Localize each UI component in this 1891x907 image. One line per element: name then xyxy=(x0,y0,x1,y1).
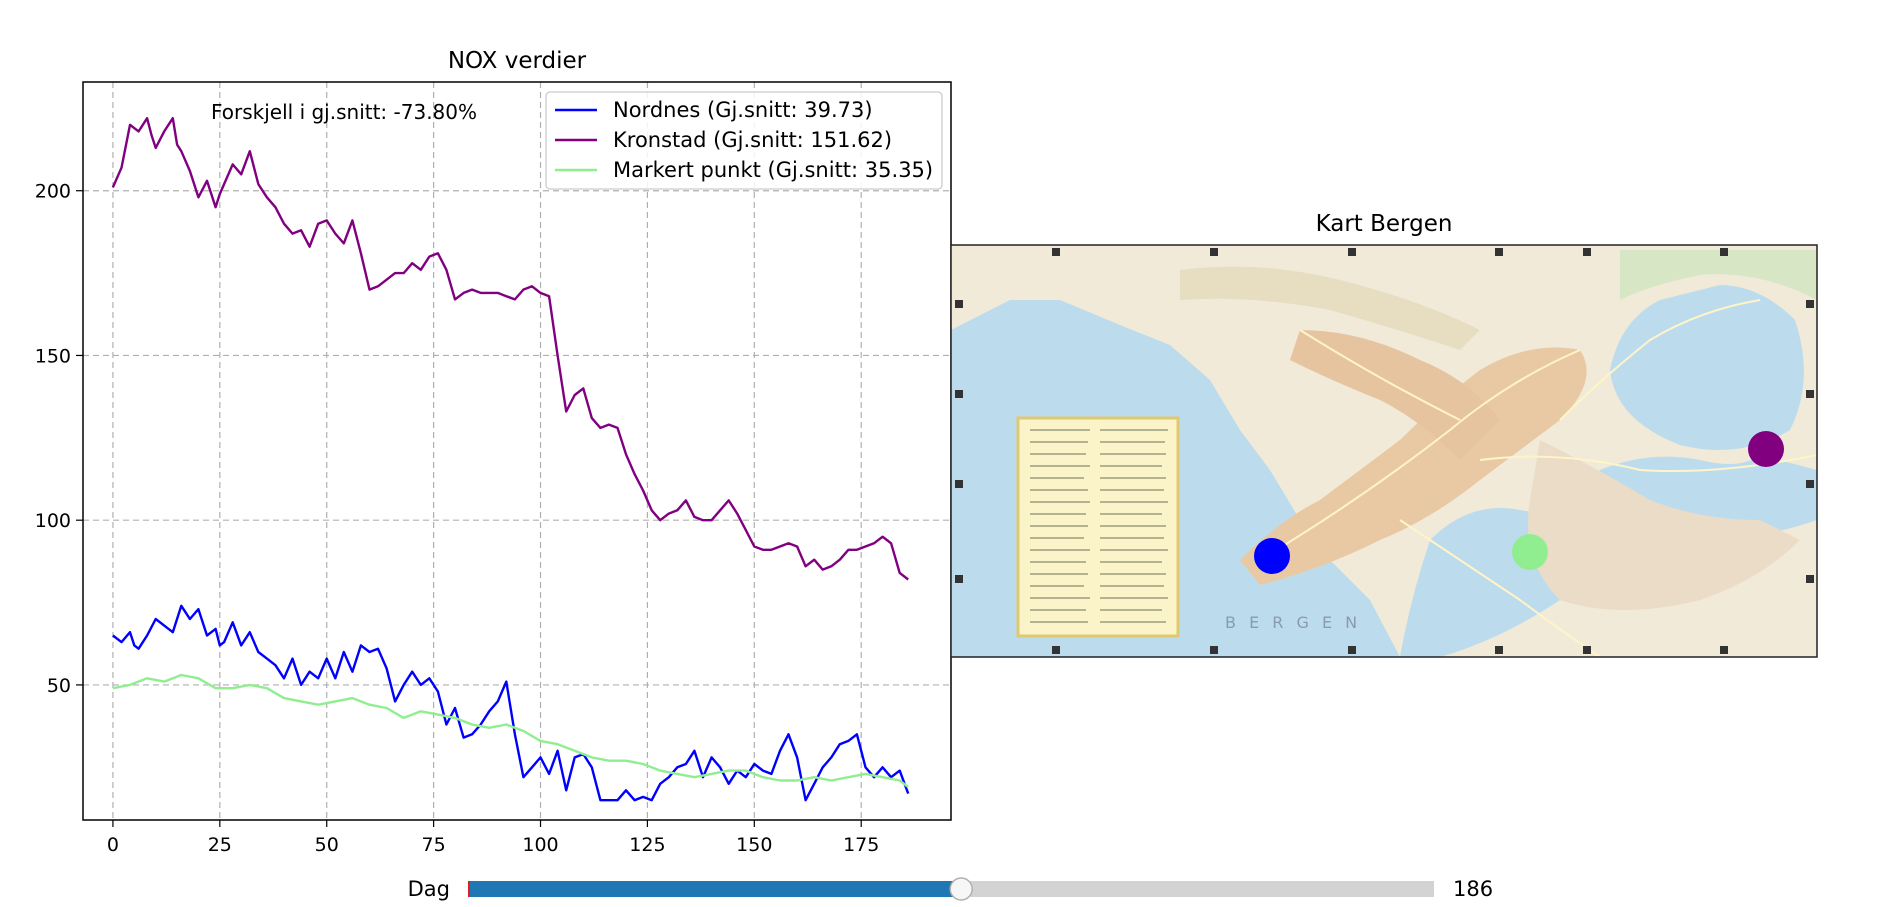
difference-annotation: Forskjell i gj.snitt: -73.80% xyxy=(211,100,477,124)
map-city-name: B E R G E N xyxy=(1225,613,1361,632)
legend-box xyxy=(545,91,943,190)
map-north-area xyxy=(1180,266,1480,350)
chart-grid xyxy=(83,82,951,820)
x-tick-label: 0 xyxy=(107,834,119,856)
map-title: Kart Bergen xyxy=(1316,211,1453,237)
map-inset-legend xyxy=(1016,416,1180,638)
legend-label-nordnes: Nordnes (Gj.snitt: 39.73) xyxy=(613,98,873,122)
y-tick-label: 150 xyxy=(35,345,71,367)
x-tick-label: 175 xyxy=(843,834,879,856)
map-marker-markert-punkt xyxy=(1512,534,1548,570)
map-lake xyxy=(1610,285,1804,450)
map-marker-kronstad xyxy=(1748,431,1784,467)
legend-label-markert-punkt: Markert punkt (Gj.snitt: 35.35) xyxy=(613,158,933,182)
y-tick-label: 200 xyxy=(35,181,71,203)
map-south-area xyxy=(1528,440,1800,610)
legend-label-kronstad: Kronstad (Gj.snitt: 151.62) xyxy=(613,128,892,152)
chart-title: NOX verdier xyxy=(448,48,587,74)
plot-frame xyxy=(82,81,952,821)
nox-line-chart: NOX verdier 0 25 50 75 100 125 150 175 50 100 150… xyxy=(35,48,952,856)
map-street xyxy=(1259,349,1581,561)
map-city-north xyxy=(1290,330,1500,460)
map-street xyxy=(1299,329,1461,421)
day-slider[interactable]: Dag 186 xyxy=(408,877,1493,901)
y-tick-label: 50 xyxy=(47,675,71,697)
slider-label: Dag xyxy=(408,877,450,901)
map-street xyxy=(1559,299,1761,421)
x-tick-label: 150 xyxy=(736,834,772,856)
x-tick-label: 50 xyxy=(315,834,339,856)
map-frame xyxy=(950,244,1818,658)
map-marker-nordnes xyxy=(1254,538,1290,574)
x-tick-label: 75 xyxy=(422,834,446,856)
map-inset-legend-lines xyxy=(1030,429,1168,623)
y-tick-label: 100 xyxy=(35,510,71,532)
x-axis-ticks: 0 25 50 75 100 125 150 175 xyxy=(107,820,879,856)
legend: Nordnes (Gj.snitt: 39.73) Kronstad (Gj.s… xyxy=(545,91,943,190)
map-panel: Kart Bergen xyxy=(950,211,1818,658)
markert-punkt-line xyxy=(112,673,909,789)
slider-value: 186 xyxy=(1453,877,1493,901)
slider-handle[interactable] xyxy=(949,877,973,901)
x-tick-label: 100 xyxy=(522,834,558,856)
x-tick-label: 125 xyxy=(629,834,665,856)
nordnes-line xyxy=(112,604,910,802)
map-border-markers xyxy=(955,248,1814,654)
y-axis-ticks: 50 100 150 200 xyxy=(35,181,83,697)
map-street xyxy=(1399,519,1601,658)
map-park xyxy=(1620,250,1817,300)
bergen-map-image: B E R G E N xyxy=(950,244,1818,658)
map-city-center xyxy=(1240,347,1587,585)
slider-fill xyxy=(469,881,962,897)
kronstad-line xyxy=(111,116,909,581)
chart-series xyxy=(111,116,910,802)
x-tick-label: 25 xyxy=(208,834,232,856)
